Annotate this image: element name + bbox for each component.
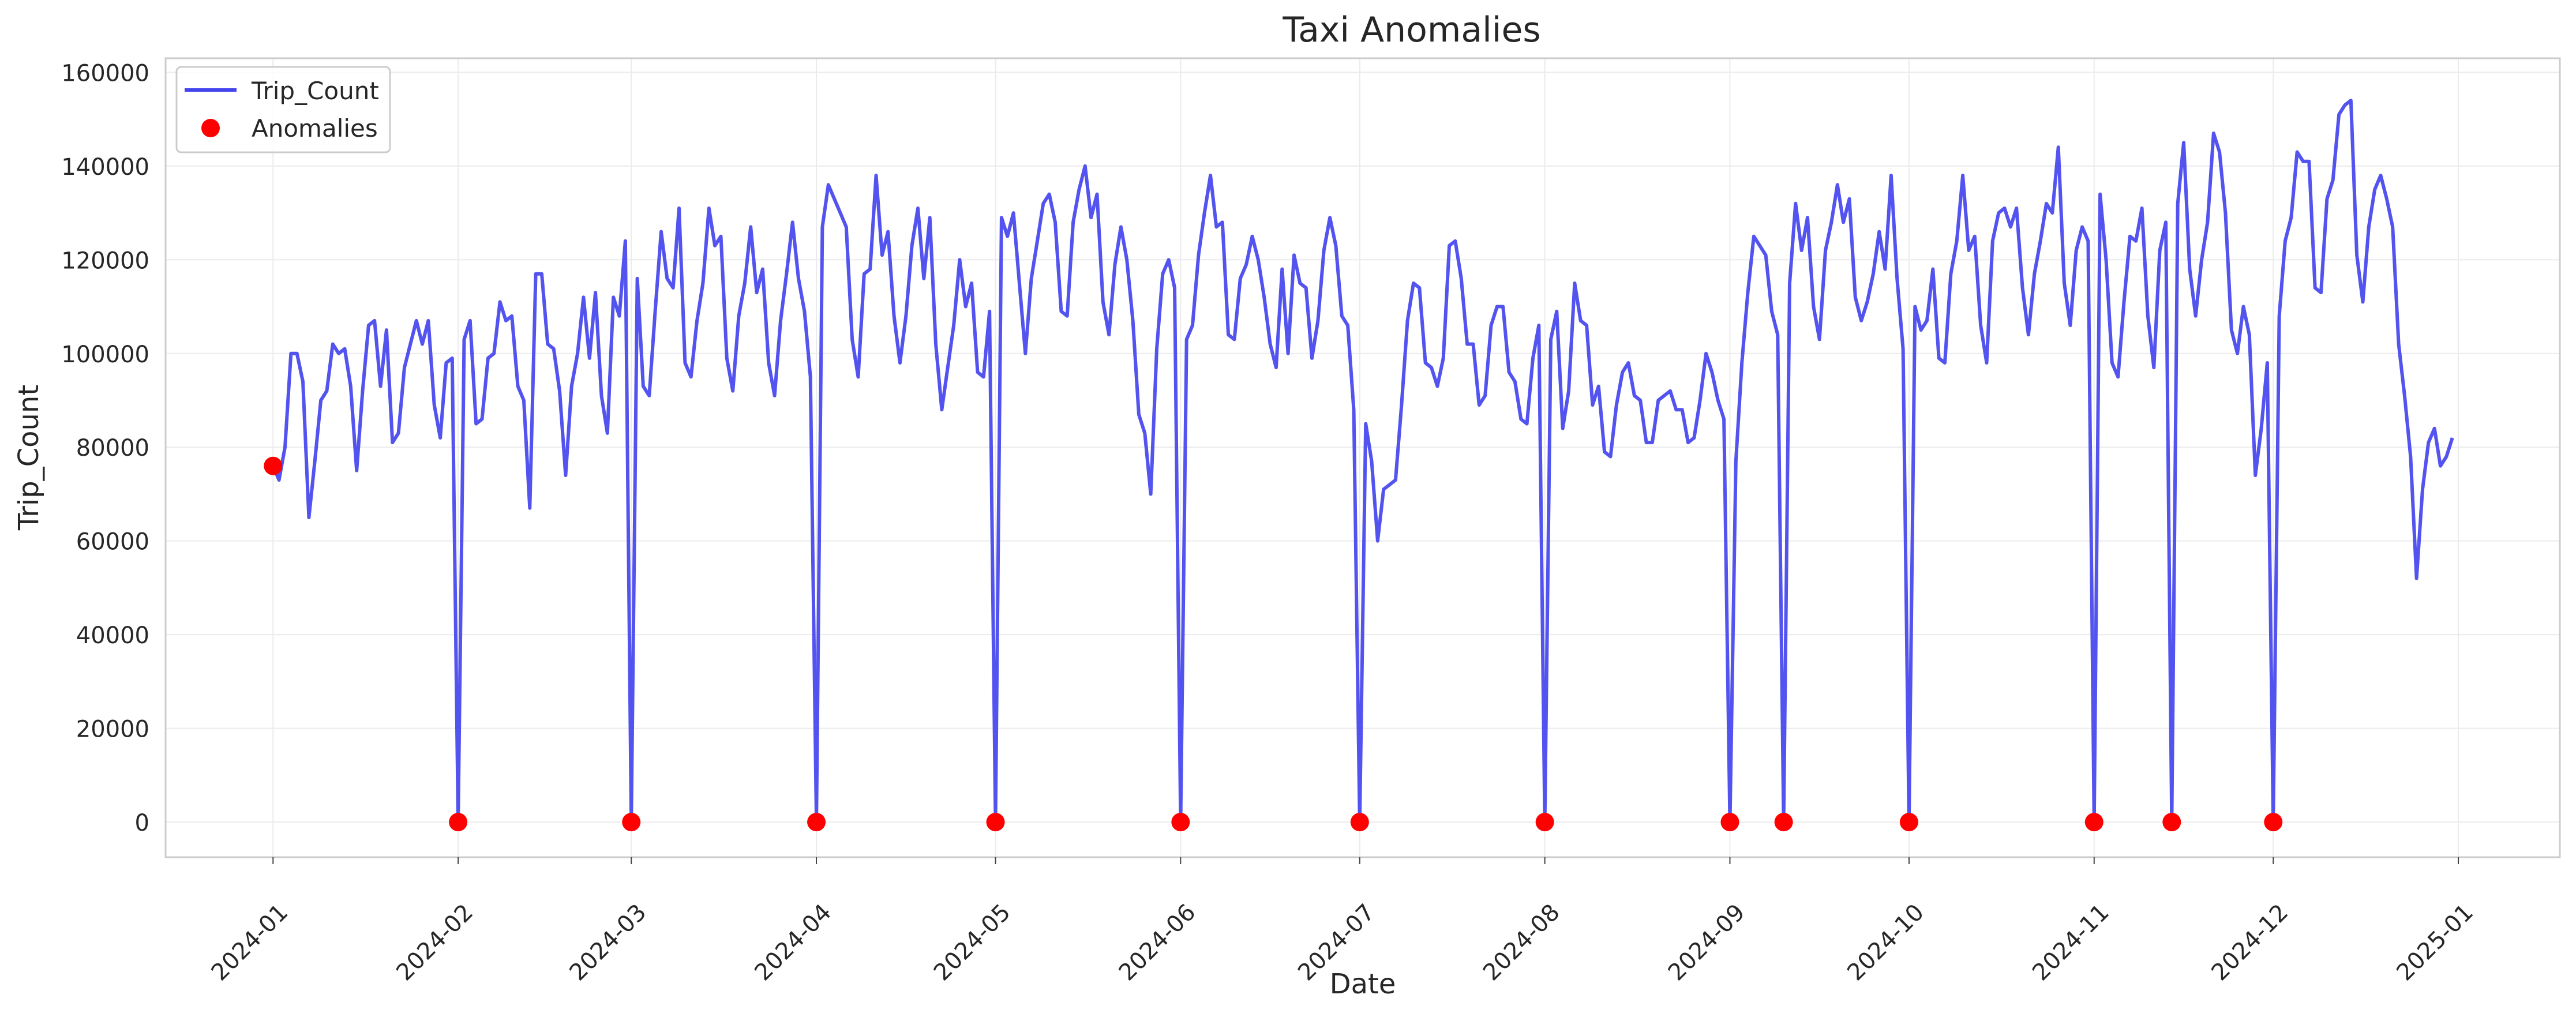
anomaly-point bbox=[264, 456, 283, 475]
anomaly-point bbox=[1774, 813, 1793, 832]
y-axis-label: Trip_Count bbox=[13, 385, 45, 531]
y-tick-label: 100000 bbox=[61, 341, 149, 368]
anomaly-point bbox=[449, 813, 468, 832]
anomaly-point bbox=[2162, 813, 2181, 832]
legend-label-anomalies: Anomalies bbox=[252, 114, 378, 142]
anomaly-point bbox=[622, 813, 641, 832]
y-axis: 0 20000 40000 60000 80000 100000 120000 140000 1… bbox=[61, 60, 149, 836]
y-tick-label: 0 bbox=[135, 810, 149, 836]
anomaly-point bbox=[1171, 813, 1190, 832]
anomaly-point bbox=[986, 813, 1005, 832]
plot-frame bbox=[164, 57, 2561, 858]
y-tick-label: 80000 bbox=[76, 435, 149, 461]
x-axis-label: Date bbox=[1330, 968, 1396, 1000]
chart-title: Taxi Anomalies bbox=[1282, 10, 1540, 50]
y-tick-label: 40000 bbox=[76, 622, 149, 649]
anomaly-point bbox=[1350, 813, 1369, 832]
anomaly-points bbox=[264, 456, 2283, 832]
anomaly-point bbox=[1535, 813, 1554, 832]
legend-swatch-anomalies bbox=[201, 119, 220, 137]
anomaly-point bbox=[2264, 813, 2283, 832]
legend: Trip_Count Anomalies bbox=[175, 66, 391, 153]
series-line-trip-count bbox=[271, 99, 2454, 824]
y-tick-label: 20000 bbox=[76, 716, 149, 743]
anomaly-point bbox=[2084, 813, 2103, 832]
anomaly-point bbox=[1899, 813, 1918, 832]
anomaly-point bbox=[1720, 813, 1739, 832]
legend-label-trip-count: Trip_Count bbox=[251, 77, 379, 105]
y-tick-label: 140000 bbox=[61, 154, 149, 181]
y-tick-label: 120000 bbox=[61, 247, 149, 274]
anomaly-point bbox=[807, 813, 826, 832]
y-tick-label: 160000 bbox=[61, 60, 149, 87]
y-tick-label: 60000 bbox=[76, 529, 149, 556]
